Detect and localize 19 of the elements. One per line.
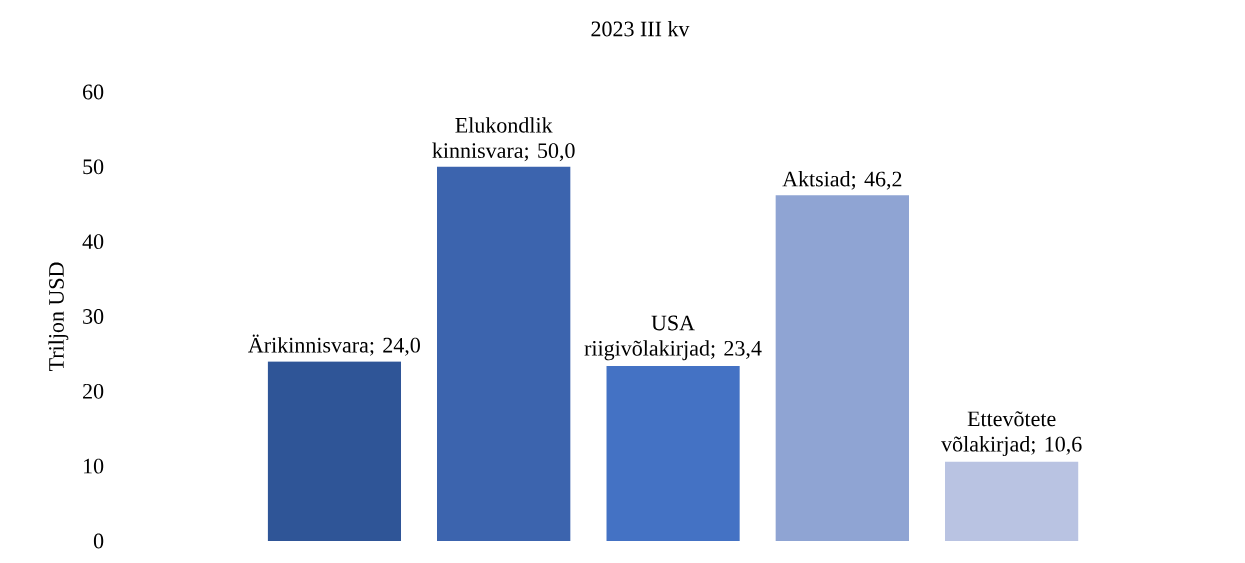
bar [606, 365, 740, 541]
y-tick-label: 0 [93, 533, 104, 549]
data-label: Elukondlik kinnisvara; 50,0 [432, 117, 575, 162]
data-label: Ettevõtete võlakirjad; 10,6 [941, 411, 1082, 457]
bar [267, 361, 402, 541]
y-tick-label: 10 [84, 458, 104, 474]
data-label: USA riigivõlakirjad; 23,4 [584, 315, 762, 361]
bar [775, 195, 909, 541]
y-tick-label: 50 [83, 159, 104, 175]
data-label: Aktsiad; 46,2 [782, 171, 902, 190]
y-tick-label: 30 [83, 309, 104, 324]
y-tick-label: 20 [83, 383, 104, 399]
y-axis-title: Triljon USD [48, 262, 69, 372]
y-tick-label: 60 [83, 84, 104, 100]
bar [945, 461, 1079, 541]
chart-title: 2023 III kv [591, 20, 690, 37]
y-tick-label: 40 [82, 234, 104, 250]
bar [437, 166, 571, 541]
data-label: Ärikinnisvara; 24,0 [248, 334, 420, 356]
